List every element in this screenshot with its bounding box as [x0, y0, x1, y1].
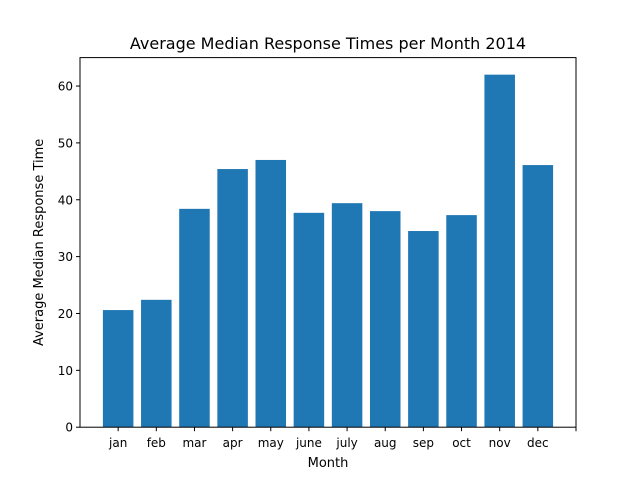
- x-tick-label-july: july: [335, 436, 357, 450]
- x-tick-label-sep: sep: [413, 436, 434, 450]
- y-axis-label: Average Median Response Time: [32, 139, 47, 346]
- bar-jan: [102, 310, 134, 428]
- bar-apr: [217, 169, 248, 428]
- x-tick-label-jan: jan: [108, 436, 127, 450]
- y-tick-label: 10: [58, 364, 73, 378]
- y-tick-label: 40: [58, 193, 73, 207]
- x-tick-label-june: june: [295, 436, 322, 450]
- x-tick-label-dec: dec: [527, 436, 549, 450]
- bar-mar: [179, 208, 210, 428]
- x-tick-label-oct: oct: [452, 436, 471, 450]
- bar-june: [293, 212, 325, 428]
- x-axis-label: Month: [308, 456, 349, 471]
- bar-nov: [484, 74, 515, 428]
- x-tick-label-aug: aug: [374, 436, 397, 450]
- x-tick-label-mar: mar: [182, 436, 206, 450]
- x-tick-label-apr: apr: [223, 436, 243, 450]
- bar-aug: [369, 211, 401, 428]
- chart-title: Average Median Response Times per Month …: [130, 34, 526, 53]
- bar-july: [331, 203, 363, 428]
- y-tick-label: 60: [58, 80, 73, 94]
- bars-layer: [102, 74, 554, 428]
- y-tick-label: 0: [65, 421, 73, 435]
- bar-may: [255, 159, 287, 428]
- x-tick-label-may: may: [258, 436, 284, 450]
- bar-oct: [446, 215, 477, 428]
- x-tick-label-feb: feb: [147, 436, 166, 450]
- axes-frame: [79, 57, 577, 428]
- bar-feb: [141, 299, 172, 428]
- y-axis-ticks: 0 10 20 30 40 50 60: [58, 80, 80, 435]
- bar-dec: [522, 165, 554, 428]
- x-axis-ticks: jan feb mar apr may june july aug sep oct nov dec: [108, 427, 577, 450]
- y-tick-label: 50: [58, 136, 73, 150]
- x-tick-label-nov: nov: [489, 436, 511, 450]
- bar-sep: [408, 231, 439, 428]
- y-tick-label: 30: [58, 250, 73, 264]
- y-tick-label: 20: [58, 307, 73, 321]
